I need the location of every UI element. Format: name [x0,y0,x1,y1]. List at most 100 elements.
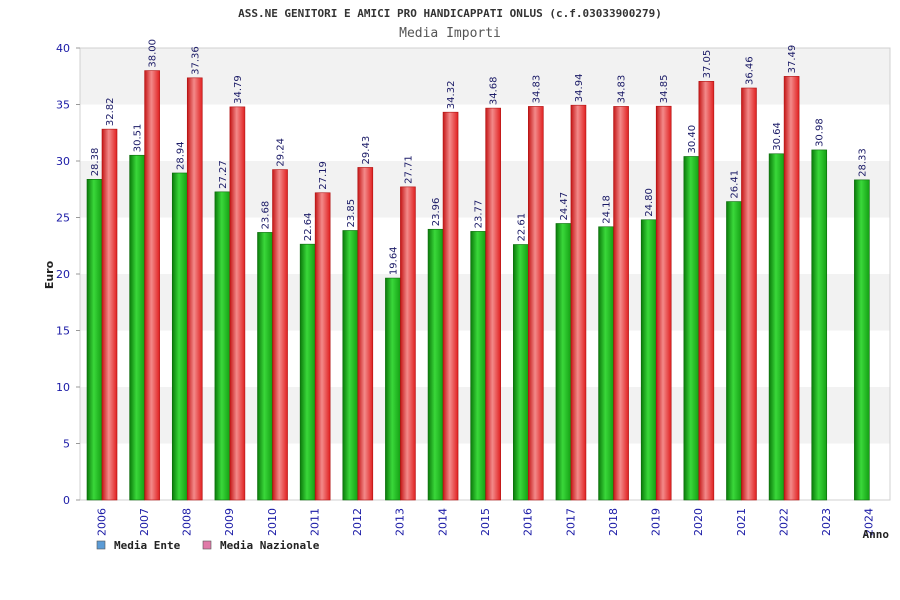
data-label: 26.41 [729,170,740,199]
x-tick-label: 2019 [650,508,663,536]
x-tick-label: 2007 [138,508,151,536]
data-label: 23.68 [261,201,272,230]
data-label: 30.40 [687,125,698,154]
bar-media-nazionale-2006 [101,128,118,501]
y-axis-ticks: 0 5 10 15 20 25 30 35 40 [56,42,80,507]
x-tick-label: 2009 [223,508,236,536]
bar-media-ente-2024 [854,179,870,501]
x-tick-label: 2016 [522,508,535,536]
x-tick-label: 2013 [394,508,407,536]
x-tick-label: 2008 [181,508,194,536]
data-label: 23.85 [346,199,357,228]
data-label: 22.64 [303,213,314,242]
bar-media-nazionale-2010 [272,169,288,501]
bar-media-nazionale-2011 [314,192,331,501]
data-label: 32.82 [105,97,116,126]
bar-media-nazionale-2022 [783,76,800,501]
bar-media-nazionale-2021 [741,87,757,501]
y-tick-label: 5 [63,438,70,451]
x-axis-label: Anno [863,528,890,541]
data-label: 34.32 [446,81,457,110]
y-tick-label: 20 [56,268,70,281]
bar-media-nazionale-2007 [144,70,160,501]
data-label: 28.38 [90,148,101,177]
data-label: 37.49 [787,45,798,74]
data-label: 34.68 [489,76,500,105]
bar-media-ente-2009 [214,191,231,501]
data-label: 34.79 [233,75,244,104]
data-label: 30.64 [772,122,783,151]
data-label: 34.94 [574,74,585,103]
data-label: 27.27 [218,160,229,189]
bar-media-ente-2016 [513,244,529,501]
legend-swatch [202,540,212,550]
data-label: 24.47 [559,192,570,221]
data-label: 36.46 [744,56,755,85]
data-label: 34.85 [659,75,670,104]
bar-media-nazionale-2018 [613,106,629,501]
bar-media-ente-2017 [555,223,572,501]
bar-media-nazionale-2008 [186,77,203,501]
y-tick-label: 15 [56,325,70,338]
x-tick-label: 2014 [436,508,449,536]
x-tick-label: 2022 [777,508,790,536]
bar-media-nazionale-2015 [485,107,501,501]
bar-media-ente-2015 [470,231,486,501]
chart-title: ASS.NE GENITORI E AMICI PRO HANDICAPPATI… [238,7,662,20]
x-tick-label: 2015 [479,508,492,536]
bar-media-ente-2010 [257,232,273,501]
bar-media-ente-2011 [299,243,316,501]
y-tick-label: 30 [56,155,70,168]
data-label: 27.19 [318,161,329,190]
x-tick-label: 2023 [820,508,833,536]
x-tick-label: 2006 [95,508,108,536]
data-label: 27.71 [403,155,414,184]
x-axis-ticks: 2006 2007 2008 2009 2010 2011 2012 2013 2014 2015… [95,508,875,536]
data-label: 30.51 [133,124,144,153]
x-tick-label: 2017 [564,508,577,536]
bar-media-ente-2008 [171,172,188,501]
bar-media-ente-2023 [811,149,828,501]
chart-subtitle: Media Importi [399,26,501,41]
y-tick-label: 10 [56,381,70,394]
data-label: 23.96 [431,198,442,227]
data-label: 34.83 [531,75,542,104]
x-tick-label: 2012 [351,508,364,536]
data-label: 23.77 [474,200,485,229]
bar-media-ente-2018 [598,226,614,501]
bar-media-ente-2019 [640,219,657,501]
bar-media-ente-2012 [342,230,359,501]
legend-swatch [96,540,106,550]
bar-media-ente-2014 [427,228,444,501]
data-label: 37.36 [190,46,201,75]
bar-media-ente-2021 [726,201,742,501]
bar-media-nazionale-2013 [400,186,416,501]
data-label: 22.61 [516,213,527,242]
bar-media-nazionale-2016 [528,106,544,501]
data-label: 28.94 [175,141,186,170]
bar-media-nazionale-2014 [442,111,459,501]
x-tick-label: 2011 [308,508,321,536]
y-tick-label: 0 [63,494,70,507]
data-label: 34.83 [617,75,628,104]
bar-media-ente-2007 [129,154,145,501]
x-tick-label: 2021 [735,508,748,536]
bar-media-nazionale-2017 [570,104,587,501]
bar-media-ente-2006 [86,179,103,501]
bar-media-ente-2022 [768,153,785,501]
data-label: 24.80 [644,188,655,217]
x-tick-label: 2024 [863,508,876,536]
bar-media-nazionale-2019 [655,105,672,501]
legend: Media Ente Media Nazionale [96,539,320,552]
bar-media-ente-2013 [385,277,401,501]
data-label: 28.33 [857,148,868,177]
data-label: 19.64 [388,246,399,275]
data-label: 29.43 [361,136,372,165]
y-tick-label: 35 [56,99,70,112]
y-tick-label: 25 [56,212,70,225]
data-label: 38.00 [148,39,159,68]
data-label: 30.98 [815,118,826,147]
data-label: 37.05 [702,50,713,79]
x-tick-label: 2018 [607,508,620,536]
